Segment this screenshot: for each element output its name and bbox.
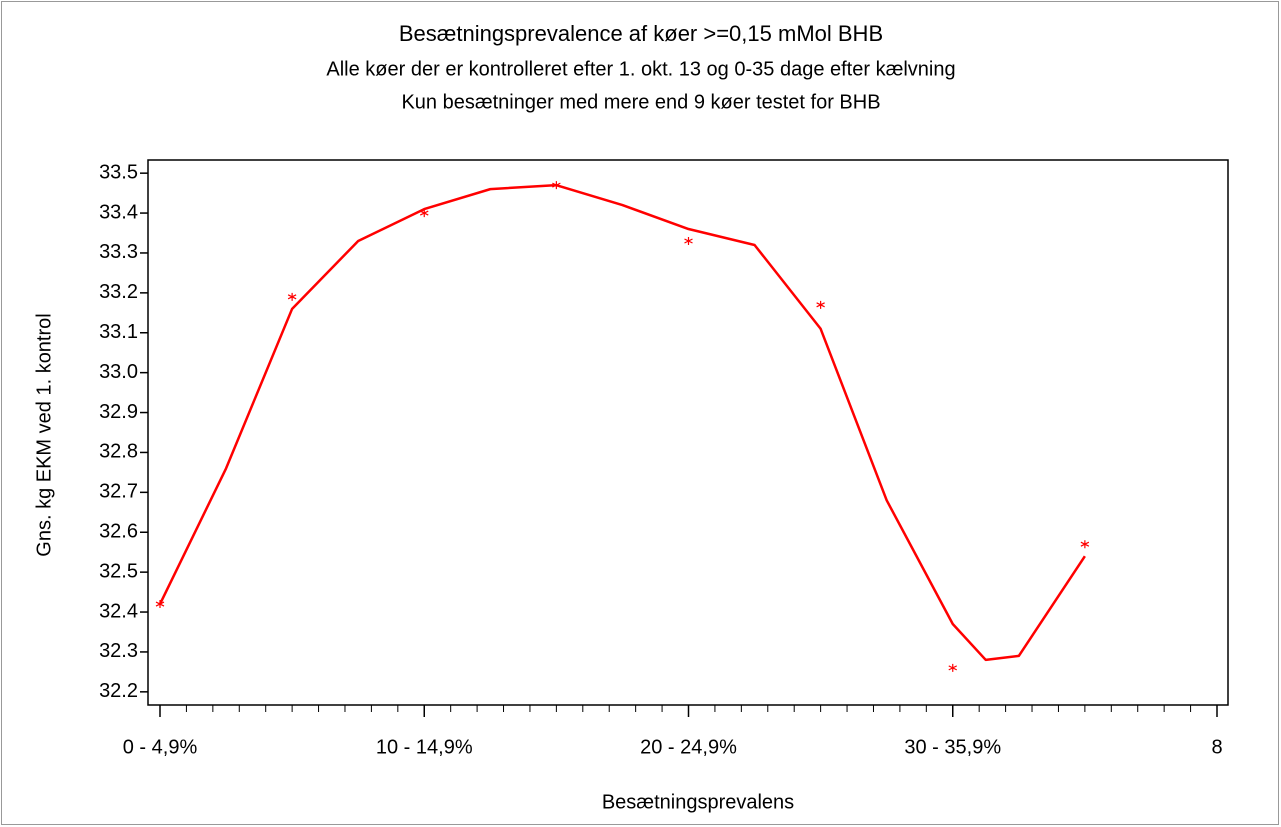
y-tick-label: 33.2 <box>99 281 138 303</box>
x-tick-label: 0 - 4,9% <box>123 736 198 758</box>
y-axis-label: Gns. kg EKM ved 1. kontrol <box>33 313 55 556</box>
point <box>552 181 561 190</box>
y-tick-label: 32.5 <box>99 560 138 582</box>
y-tick-label: 32.3 <box>99 640 138 662</box>
point <box>1080 540 1090 549</box>
point <box>684 236 693 245</box>
x-axis-label: Besætningsprevalens <box>602 791 794 813</box>
point <box>816 300 825 309</box>
y-tick-label: 33.1 <box>99 321 138 343</box>
y-tick-label: 32.2 <box>99 680 138 702</box>
chart-title: Besætningsprevalence af køer >=0,15 mMol… <box>399 21 883 46</box>
chart-subtitle: Kun besætninger med mere end 9 køer test… <box>401 91 880 113</box>
x-tick-label: 20 - 24,9% <box>640 736 737 758</box>
y-tick-label: 33.0 <box>99 361 138 383</box>
x-tick-label: 30 - 35,9% <box>904 736 1001 758</box>
y-tick-label: 33.3 <box>99 241 138 263</box>
fit-line <box>158 183 1086 662</box>
point <box>287 292 297 301</box>
chart-subtitle: Alle køer der er kontrolleret efter 1. o… <box>326 58 955 80</box>
y-tick-label: 32.4 <box>99 600 138 622</box>
y-tick-label: 32.7 <box>99 481 138 503</box>
y-tick-label: 32.9 <box>99 401 138 423</box>
point <box>155 600 165 609</box>
x-tick-label: 10 - 14,9% <box>376 736 473 758</box>
y-tick-label: 33.5 <box>99 161 138 183</box>
point <box>419 209 429 218</box>
x-tick-label: 8 <box>1211 736 1222 758</box>
y-tick-label: 32.8 <box>99 441 138 463</box>
y-tick-label: 32.6 <box>99 521 138 543</box>
point <box>948 663 958 672</box>
y-tick-label: 33.4 <box>99 201 138 223</box>
